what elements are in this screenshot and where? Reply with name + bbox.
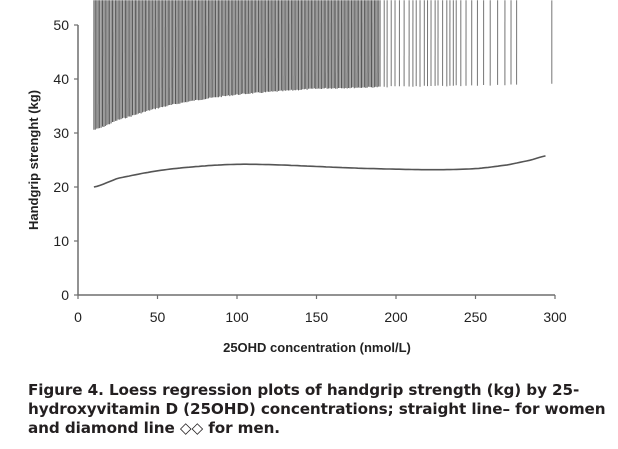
x-tick-label: 0 [74,309,82,325]
y-axis-title: Handgrip strenght (kg) [26,90,41,230]
y-tick-label: 50 [53,17,69,33]
y-tick-label: 40 [53,71,69,87]
x-tick-label: 150 [305,309,329,325]
women-loess-line [93,155,546,188]
x-tick-label: 200 [384,309,408,325]
x-tick-label: 250 [464,309,488,325]
x-axis-title: 25OHD concentration (nmol/L) [223,340,411,355]
axes: 0 10 20 30 40 50 0 50 100 150 200 250 300 [53,17,566,325]
x-tick-label: 100 [225,309,249,325]
y-tick-label: 30 [53,125,69,141]
men-series-diamonds [93,0,553,130]
women-series-line [93,155,546,188]
x-tick-label: 300 [543,309,567,325]
y-tick-label: 20 [53,179,69,195]
figure-caption: Figure 4. Loess regression plots of hand… [28,381,606,437]
y-tick-label: 0 [61,287,69,303]
x-tick-label: 50 [150,309,166,325]
y-tick-label: 10 [53,233,69,249]
loess-chart: 0 10 20 30 40 50 0 50 100 150 200 250 300 25OHD conc… [26,0,567,355]
